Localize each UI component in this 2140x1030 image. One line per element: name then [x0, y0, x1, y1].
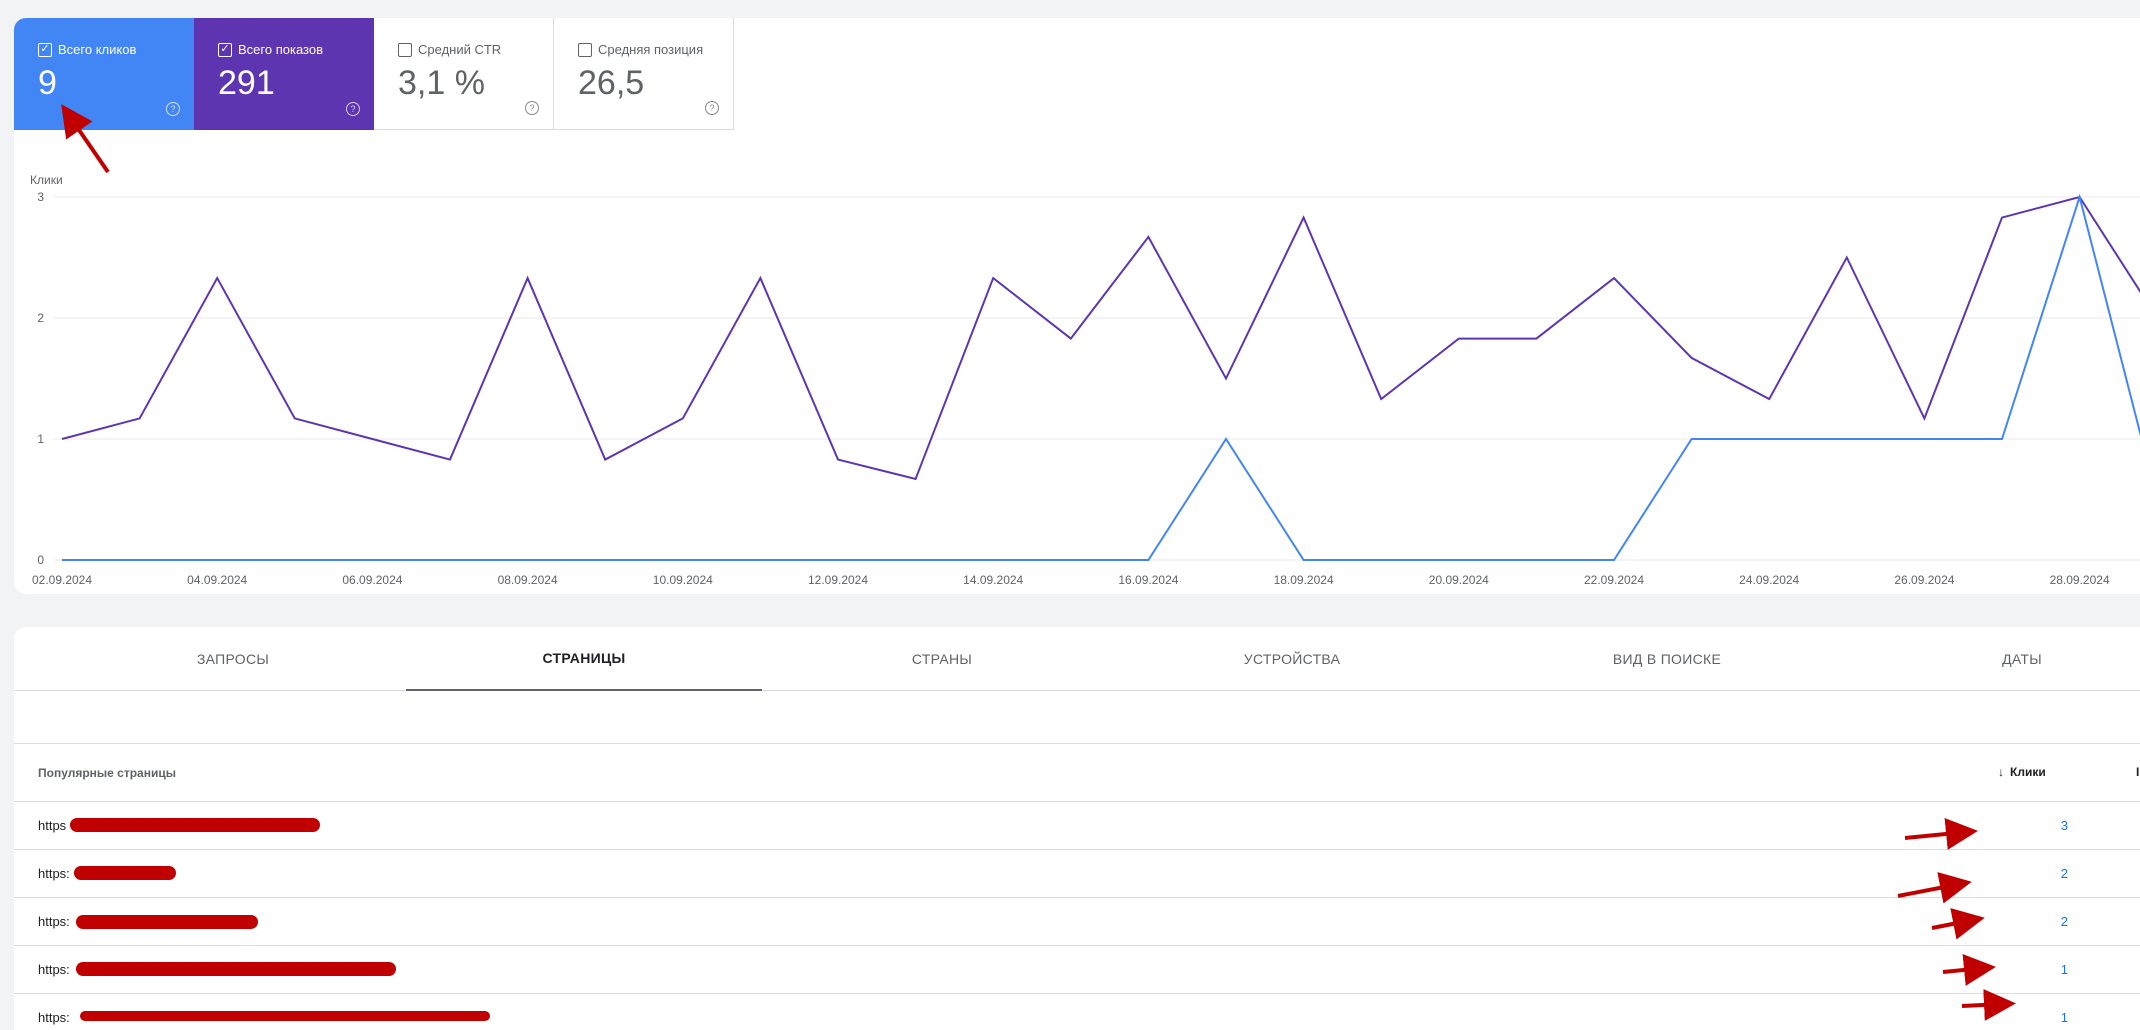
metric-value: 9 [38, 64, 57, 102]
x-tick-label: 04.09.2024 [187, 573, 247, 587]
x-tick-label: 10.09.2024 [653, 573, 713, 587]
page-url[interactable]: https: [38, 1010, 70, 1025]
metric-value: 291 [218, 64, 275, 102]
y-axis-title: Клики [30, 173, 63, 187]
x-tick-label: 20.09.2024 [1429, 573, 1489, 587]
tab-countries[interactable]: СТРАНЫ [911, 651, 973, 667]
tab-pages[interactable]: СТРАНИЦЫ [406, 627, 762, 691]
metric-label: Средний CTR [418, 42, 502, 57]
metric-label: Всего показов [238, 42, 323, 57]
sort-arrow-down-icon: ↓ [1998, 765, 2004, 779]
page-url[interactable]: https: [38, 962, 70, 977]
clicks-value: 2 [2060, 914, 2068, 929]
clicks-value: 2 [2060, 866, 2068, 881]
x-tick-label: 28.09.2024 [2050, 573, 2110, 587]
redaction-mark [76, 915, 258, 929]
table-row[interactable]: https: 1 [14, 994, 2140, 1030]
x-tick-label: 12.09.2024 [808, 573, 868, 587]
clicks-value: 3 [2060, 818, 2068, 833]
checkbox-unchecked-icon[interactable] [398, 42, 412, 57]
metric-total-impressions[interactable]: ✓ Всего показов 291 ? [194, 18, 374, 130]
metric-total-clicks[interactable]: ✓ Всего кликов 9 ? [14, 18, 194, 130]
metric-label: Средняя позиция [598, 42, 704, 57]
metric-average-ctr[interactable]: Средний CTR 3,1 % ? [374, 18, 554, 130]
help-icon[interactable]: ? [705, 101, 719, 115]
x-tick-label: 18.09.2024 [1274, 573, 1334, 587]
series-line [61, 195, 2140, 481]
dimension-tabs: ЗАПРОСЫ СТРАНИЦЫ СТРАНЫ УСТРОЙСТВА ВИД В… [14, 627, 2140, 691]
table-row[interactable]: https: 2 [14, 850, 2140, 898]
help-icon[interactable]: ? [166, 102, 180, 116]
redaction-mark [76, 962, 396, 976]
tab-dates[interactable]: ДАТЫ [2002, 651, 2042, 667]
table-header: Популярные страницы ↓ Клики I [14, 744, 2140, 802]
x-tick-label: 06.09.2024 [342, 573, 402, 587]
redaction-mark [74, 866, 176, 880]
x-tick-label: 22.09.2024 [1584, 573, 1644, 587]
checkbox-checked-icon[interactable]: ✓ [218, 42, 232, 57]
filter-bar [14, 691, 2140, 744]
checkbox-checked-icon[interactable]: ✓ [38, 42, 52, 57]
redaction-mark [70, 818, 320, 832]
clicks-value: 1 [2060, 1010, 2068, 1025]
metric-average-position[interactable]: Средняя позиция 26,5 ? [554, 18, 734, 130]
table-row[interactable]: https: 1 [14, 946, 2140, 994]
x-tick-label: 26.09.2024 [1894, 573, 1954, 587]
y-tick-label: 0 [37, 553, 44, 567]
metric-value: 3,1 % [398, 64, 485, 102]
page-url[interactable]: https: [38, 914, 70, 929]
table-row[interactable]: https: 2 [14, 898, 2140, 946]
x-tick-label: 08.09.2024 [498, 573, 558, 587]
tab-devices[interactable]: УСТРОЙСТВА [1243, 651, 1341, 667]
redaction-mark [80, 1011, 490, 1021]
y-tick-label: 3 [37, 190, 44, 204]
series-line [62, 193, 2140, 561]
y-tick-label: 1 [37, 432, 44, 446]
column-header-next[interactable]: I [2136, 765, 2140, 779]
checkbox-unchecked-icon[interactable] [578, 42, 592, 57]
performance-chart: Клики 0 1 2 3 02.09.2024 04.09.2024 06.09.202… [14, 148, 2140, 588]
x-tick-label: 02.09.2024 [32, 573, 92, 587]
help-icon[interactable]: ? [346, 102, 360, 116]
metric-label: Всего кликов [58, 42, 137, 57]
performance-card: ✓ Всего кликов 9 ? ✓ Всего показов 291 ? С… [14, 18, 2140, 594]
page-url[interactable]: https [38, 818, 67, 833]
tab-queries[interactable]: ЗАПРОСЫ [196, 651, 270, 667]
clicks-value: 1 [2060, 962, 2068, 977]
metric-value: 26,5 [578, 64, 645, 102]
help-icon[interactable]: ? [525, 101, 539, 115]
chart-svg: Клики 0 1 2 3 02.09.2024 04.09.2024 06.09.202… [30, 173, 2140, 587]
tab-search-appearance[interactable]: ВИД В ПОИСКЕ [1612, 651, 1722, 667]
x-tick-label: 14.09.2024 [963, 573, 1023, 587]
x-tick-label: 16.09.2024 [1118, 573, 1178, 587]
page-url[interactable]: https: [38, 866, 70, 881]
column-header-pages[interactable]: Популярные страницы [38, 766, 176, 780]
column-header-clicks[interactable]: ↓ Клики [1998, 765, 2046, 779]
table-row[interactable]: https 3 [14, 802, 2140, 850]
x-tick-label: 24.09.2024 [1739, 573, 1799, 587]
dimensions-table-card: ЗАПРОСЫ СТРАНИЦЫ СТРАНЫ УСТРОЙСТВА ВИД В… [14, 627, 2140, 1030]
y-tick-label: 2 [37, 311, 44, 325]
metric-tiles: ✓ Всего кликов 9 ? ✓ Всего показов 291 ? С… [14, 18, 734, 130]
